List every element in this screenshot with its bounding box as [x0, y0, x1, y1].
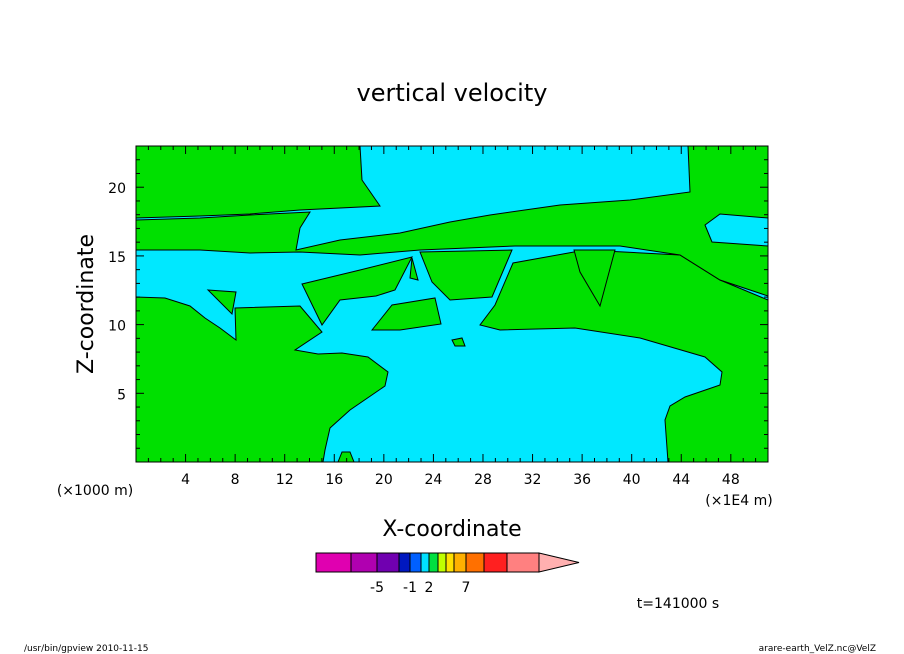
- colorbar-bin: [428, 552, 439, 573]
- x-tick-label: 16: [325, 472, 343, 488]
- region-mid-lobe-3: [419, 249, 513, 301]
- x-unit-right: (×1E4 m): [705, 493, 772, 509]
- x-tick-label: 36: [573, 472, 591, 488]
- colorbar-bin: [376, 552, 400, 573]
- x-tick-label: 44: [672, 472, 690, 488]
- colorbar-bin: [465, 552, 485, 573]
- colorbar-bin: [420, 552, 430, 573]
- region-dot: [451, 337, 466, 347]
- plot-frame: [135, 145, 769, 463]
- colorbar-arrow: [538, 552, 580, 573]
- colorbar-label: 2: [425, 580, 434, 596]
- x-tick-label: 8: [231, 472, 240, 488]
- colorbar-label: -1: [403, 580, 417, 596]
- footer-right: arare-earth_VelZ.nc@VelZ: [759, 644, 876, 654]
- colorbar-bin: [350, 552, 378, 573]
- footer-left: /usr/bin/gpview 2010-11-15: [24, 644, 148, 654]
- x-tick-label: 12: [276, 472, 294, 488]
- time-label: t=141000 s: [637, 596, 719, 612]
- region-top-left: [135, 145, 381, 219]
- colorbar: -5 -1 2 7: [315, 552, 580, 596]
- y-tick-label: 10: [108, 319, 126, 335]
- x-tick-label: 4: [181, 472, 190, 488]
- x-axis: 4 8 12 16 20 24 28 32 36 40 44 48: [147, 146, 769, 488]
- y-axis-label: Z-coordinate: [74, 234, 99, 374]
- y-axis: 5 10 15 20: [108, 145, 768, 449]
- positive-velocity-regions: [135, 145, 769, 463]
- x-tick-label: 20: [375, 472, 393, 488]
- x-axis-label: X-coordinate: [382, 517, 521, 542]
- y-tick-label: 5: [117, 387, 126, 403]
- x-unit-left: (×1000 m): [57, 483, 133, 499]
- y-tick-label: 20: [108, 181, 126, 197]
- region-mid-lobe-2: [409, 257, 419, 281]
- x-tick-label: 48: [722, 472, 740, 488]
- region-lower-left: [135, 296, 389, 463]
- colorbar-label: -5: [370, 580, 384, 596]
- plot-area: [135, 145, 769, 463]
- colorbar-bin: [483, 552, 508, 573]
- region-small-left: [206, 289, 237, 316]
- colorbar-bin: [445, 552, 455, 573]
- region-right-pocket: [573, 249, 616, 308]
- x-tick-label: 32: [524, 472, 542, 488]
- x-tick-label: 40: [623, 472, 641, 488]
- x-tick-label: 28: [474, 472, 492, 488]
- colorbar-bin: [506, 552, 540, 573]
- colorbar-label: 7: [462, 580, 471, 596]
- colorbar-bin: [409, 552, 422, 573]
- colorbar-bin: [453, 552, 467, 573]
- x-tick-label: 24: [424, 472, 442, 488]
- region-mid-lobe-1: [301, 256, 413, 326]
- y-tick-label: 15: [108, 250, 126, 266]
- colorbar-bin: [398, 552, 411, 573]
- chart-title: vertical velocity: [357, 79, 548, 107]
- colorbar-bin: [315, 552, 352, 573]
- region-mid-lobe-4: [370, 297, 442, 331]
- colorbar-bin: [437, 552, 447, 573]
- region-upper-band: [135, 145, 769, 297]
